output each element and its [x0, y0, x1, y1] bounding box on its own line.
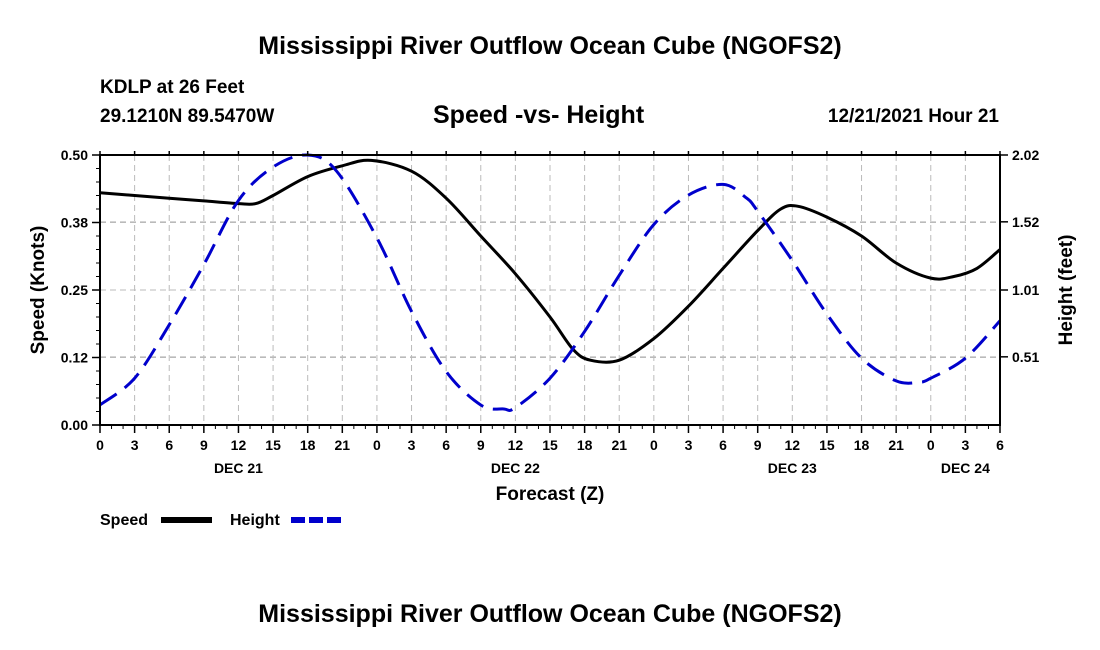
y-right-tick-label: 2.02 [1012, 147, 1039, 163]
y-right-tick-label: 1.01 [1012, 282, 1039, 298]
x-tick-label: 0 [373, 437, 381, 453]
x-tick-label: 3 [961, 437, 969, 453]
day-label: DEC 22 [491, 460, 540, 476]
axes-layer [92, 151, 1008, 433]
y-right-tick-label: 0.51 [1012, 349, 1039, 365]
grid-layer [100, 154, 1000, 425]
x-tick-label: 3 [408, 437, 416, 453]
labels-layer: 0 3 6 9 12 15 18 21 0 3 6 9 12 15 18 21 0 3 6 9 12 15 18 21 0 3 6D… [28, 147, 1077, 505]
x-tick-label: 18 [854, 437, 870, 453]
x-tick-label: 18 [577, 437, 593, 453]
height-series-line [99, 153, 1002, 412]
x-tick-label: 3 [685, 437, 693, 453]
station-name: KDLP at 26 Feet [100, 77, 245, 98]
chart-main-title: Mississippi River Outflow Ocean Cube (NG… [258, 32, 842, 60]
y-left-tick-label: 0.38 [61, 215, 88, 231]
y-left-tick-label: 0.50 [61, 147, 88, 163]
x-tick-label: 3 [131, 437, 139, 453]
forecast-date: 12/21/2021 Hour 21 [827, 106, 999, 127]
x-tick-label: 12 [785, 437, 801, 453]
day-label: DEC 24 [941, 460, 990, 476]
legend-label-speed: Speed [100, 512, 148, 529]
chart-subtitle: Speed -vs- Height [433, 101, 645, 129]
x-tick-label: 21 [335, 437, 351, 453]
x-tick-label: 6 [719, 437, 727, 453]
x-tick-label: 0 [96, 437, 104, 453]
x-axis-title: Forecast (Z) [496, 484, 605, 505]
x-tick-label: 12 [508, 437, 524, 453]
x-tick-label: 6 [165, 437, 173, 453]
y-left-tick-label: 0.00 [61, 417, 88, 433]
legend-label-height: Height [230, 512, 280, 529]
y-right-tick-label: 1.52 [1012, 214, 1039, 230]
y-left-tick-label: 0.25 [61, 282, 88, 298]
x-tick-label: 0 [650, 437, 658, 453]
x-tick-label: 0 [927, 437, 935, 453]
x-tick-label: 18 [300, 437, 316, 453]
x-tick-label: 9 [754, 437, 762, 453]
x-tick-label: 12 [231, 437, 247, 453]
x-tick-label: 15 [542, 437, 558, 453]
y-right-axis-title: Height (feet) [1056, 235, 1077, 346]
day-label: DEC 23 [768, 460, 817, 476]
x-tick-label: 6 [996, 437, 1004, 453]
footer-title: Mississippi River Outflow Ocean Cube (NG… [258, 600, 842, 628]
x-tick-label: 21 [611, 437, 627, 453]
x-tick-label: 15 [819, 437, 835, 453]
x-tick-label: 9 [200, 437, 208, 453]
series-layer [99, 153, 1002, 412]
y-left-tick-label: 0.12 [61, 350, 88, 366]
x-tick-label: 15 [265, 437, 281, 453]
x-tick-label: 9 [477, 437, 485, 453]
x-tick-label: 21 [888, 437, 904, 453]
day-label: DEC 21 [214, 460, 263, 476]
legend-layer: Speed Height [100, 512, 342, 529]
station-coordinates: 29.1210N 89.5470W [100, 106, 275, 127]
y-left-axis-title: Speed (Knots) [28, 226, 49, 355]
x-tick-label: 6 [442, 437, 450, 453]
